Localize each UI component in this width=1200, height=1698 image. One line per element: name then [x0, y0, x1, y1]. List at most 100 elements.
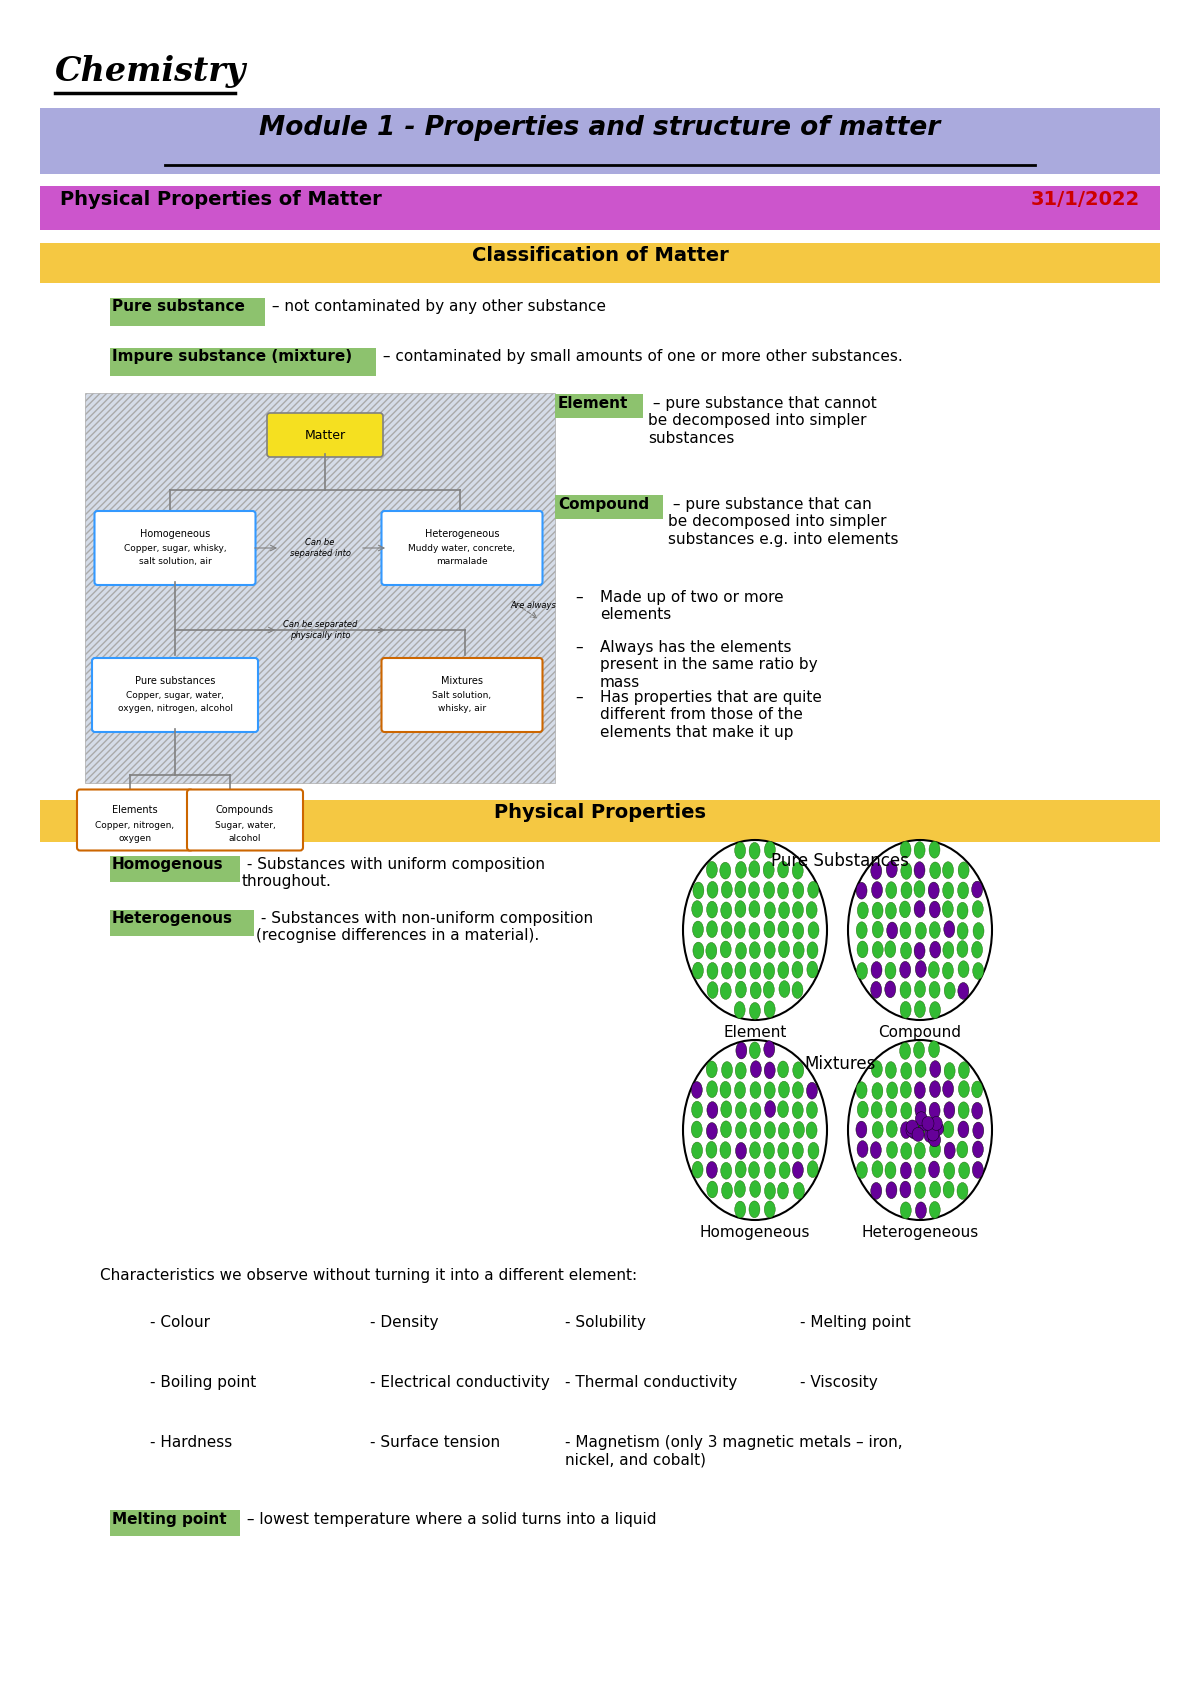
Ellipse shape	[914, 1121, 925, 1138]
Ellipse shape	[908, 1126, 920, 1139]
Ellipse shape	[886, 1182, 896, 1199]
Ellipse shape	[707, 1082, 718, 1097]
Ellipse shape	[778, 861, 788, 878]
Text: Pure Substances: Pure Substances	[772, 852, 908, 869]
Ellipse shape	[887, 1141, 898, 1158]
Ellipse shape	[764, 1000, 775, 1017]
Text: oxygen, nitrogen, alcohol: oxygen, nitrogen, alcohol	[118, 703, 233, 713]
Text: Classification of Matter: Classification of Matter	[472, 246, 728, 265]
Ellipse shape	[914, 981, 925, 997]
Ellipse shape	[912, 1127, 924, 1141]
Ellipse shape	[914, 1161, 925, 1178]
Text: - Boiling point: - Boiling point	[150, 1375, 257, 1391]
Ellipse shape	[720, 1141, 731, 1158]
Ellipse shape	[779, 1082, 790, 1099]
Ellipse shape	[973, 1122, 984, 1139]
Ellipse shape	[958, 863, 970, 878]
FancyBboxPatch shape	[266, 413, 383, 457]
Ellipse shape	[721, 902, 732, 919]
Ellipse shape	[871, 961, 882, 978]
Ellipse shape	[706, 1141, 716, 1158]
Ellipse shape	[806, 961, 818, 978]
Text: - Melting point: - Melting point	[800, 1314, 911, 1330]
Ellipse shape	[793, 1121, 804, 1138]
Text: - Magnetism (only 3 magnetic metals – iron,
nickel, and cobalt): - Magnetism (only 3 magnetic metals – ir…	[565, 1435, 902, 1467]
Ellipse shape	[930, 1182, 941, 1199]
Ellipse shape	[736, 1143, 746, 1160]
Text: Physical Properties of Matter: Physical Properties of Matter	[60, 190, 382, 209]
Ellipse shape	[721, 1163, 732, 1178]
Ellipse shape	[764, 1061, 775, 1078]
Ellipse shape	[943, 881, 954, 898]
Ellipse shape	[779, 902, 790, 919]
Text: Module 1 - Properties and structure of matter: Module 1 - Properties and structure of m…	[259, 115, 941, 141]
Ellipse shape	[884, 1161, 896, 1178]
Ellipse shape	[749, 900, 760, 917]
Ellipse shape	[886, 1061, 896, 1078]
Ellipse shape	[764, 1182, 775, 1199]
Text: Homogeneous: Homogeneous	[140, 530, 210, 538]
Text: Salt solution,: Salt solution,	[432, 691, 492, 700]
Ellipse shape	[793, 881, 804, 898]
FancyBboxPatch shape	[110, 856, 240, 881]
FancyBboxPatch shape	[110, 910, 254, 936]
Text: Can be separated
physically into: Can be separated physically into	[283, 620, 358, 640]
Ellipse shape	[764, 1082, 775, 1099]
Text: Elements: Elements	[112, 805, 158, 815]
Ellipse shape	[750, 1141, 761, 1158]
Ellipse shape	[808, 922, 820, 939]
Ellipse shape	[736, 1063, 746, 1078]
Ellipse shape	[848, 1039, 992, 1219]
Ellipse shape	[871, 1061, 882, 1078]
Text: Sugar, water,: Sugar, water,	[215, 820, 275, 830]
Ellipse shape	[806, 902, 817, 919]
Ellipse shape	[958, 1182, 968, 1199]
Ellipse shape	[900, 1202, 911, 1219]
Ellipse shape	[691, 1143, 702, 1158]
FancyBboxPatch shape	[40, 187, 1160, 229]
Ellipse shape	[944, 981, 955, 998]
Ellipse shape	[857, 941, 868, 958]
Ellipse shape	[734, 842, 745, 859]
Ellipse shape	[929, 1161, 940, 1178]
Ellipse shape	[929, 841, 940, 857]
Ellipse shape	[706, 942, 716, 959]
Ellipse shape	[721, 922, 732, 939]
Ellipse shape	[778, 1100, 788, 1117]
Ellipse shape	[871, 863, 882, 880]
Ellipse shape	[749, 1161, 760, 1178]
FancyBboxPatch shape	[110, 348, 376, 375]
Ellipse shape	[734, 1082, 745, 1099]
Text: Compound: Compound	[558, 498, 649, 513]
Ellipse shape	[931, 1122, 943, 1136]
Text: – lowest temperature where a solid turns into a liquid: – lowest temperature where a solid turns…	[242, 1511, 656, 1527]
Ellipse shape	[806, 1082, 817, 1099]
Ellipse shape	[720, 983, 731, 1000]
Ellipse shape	[707, 902, 718, 919]
Ellipse shape	[749, 861, 760, 878]
Ellipse shape	[914, 1000, 925, 1017]
Ellipse shape	[734, 881, 745, 898]
Ellipse shape	[734, 1180, 745, 1197]
Ellipse shape	[914, 842, 925, 859]
Ellipse shape	[736, 1102, 746, 1119]
Text: Chemistry: Chemistry	[55, 54, 246, 88]
Ellipse shape	[808, 881, 818, 898]
Ellipse shape	[958, 902, 968, 919]
Ellipse shape	[750, 963, 761, 980]
Ellipse shape	[870, 1141, 881, 1158]
Ellipse shape	[958, 1102, 970, 1119]
Ellipse shape	[779, 941, 790, 958]
Text: - Substances with uniform composition
throughout.: - Substances with uniform composition th…	[242, 857, 545, 890]
Text: Always has the elements
present in the same ratio by
mass: Always has the elements present in the s…	[600, 640, 817, 689]
FancyBboxPatch shape	[110, 1510, 240, 1537]
Ellipse shape	[857, 1141, 868, 1158]
Ellipse shape	[857, 902, 869, 919]
Ellipse shape	[856, 883, 868, 900]
Ellipse shape	[763, 1143, 774, 1160]
Text: - Substances with non-uniform composition
(recognise differences in a material).: - Substances with non-uniform compositio…	[256, 912, 593, 944]
FancyBboxPatch shape	[554, 394, 643, 418]
Ellipse shape	[906, 1121, 918, 1134]
Text: Compound: Compound	[878, 1026, 961, 1039]
Ellipse shape	[916, 961, 926, 978]
